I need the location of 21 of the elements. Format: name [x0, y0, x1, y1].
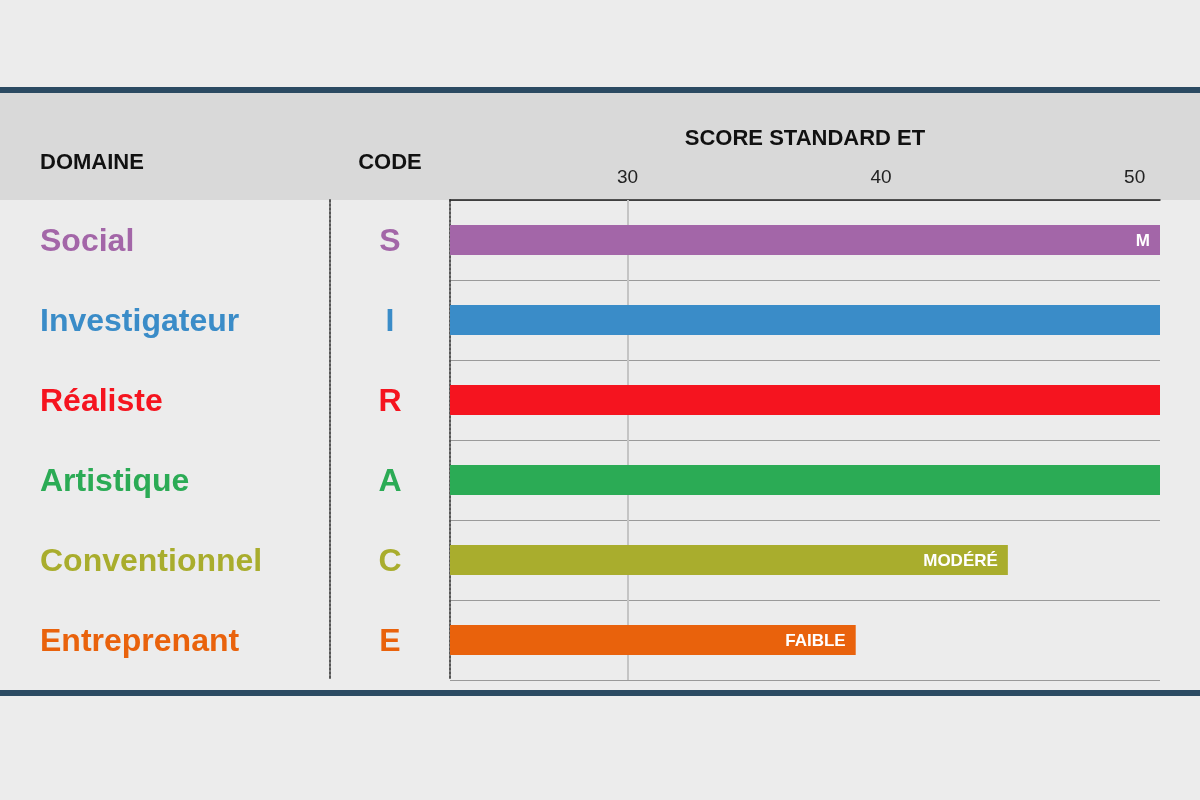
- x-tick-label: 30: [616, 166, 639, 187]
- y-tick-label: Conventionnel: [40, 542, 263, 578]
- y2-tick-label: E: [379, 622, 401, 658]
- y2-tick-label: I: [385, 302, 395, 338]
- data-label: FAIBLE: [785, 630, 846, 650]
- y2-tick-label: A: [378, 462, 402, 498]
- y-tick-label: Artistique: [40, 462, 190, 498]
- data-label: M: [1135, 230, 1150, 250]
- x-tick-label: 50: [1124, 166, 1146, 187]
- y-tick-label: Investigateur: [40, 302, 240, 338]
- y-axis-title: DOMAINE: [40, 148, 144, 174]
- y2-tick-label: R: [378, 382, 402, 418]
- y2-axis-title: CODE: [358, 148, 422, 174]
- y-tick-label: Social: [40, 222, 135, 258]
- data-label: MODÉRÉ: [923, 550, 998, 570]
- y2-tick-label: S: [379, 222, 401, 258]
- y2-tick-label: C: [378, 542, 402, 578]
- x-axis-title: SCORE STANDARD ET: [684, 124, 926, 150]
- x-tick-label: 40: [870, 166, 892, 187]
- y-tick-label: Réaliste: [40, 382, 163, 418]
- y-tick-label: Entreprenant: [40, 622, 240, 658]
